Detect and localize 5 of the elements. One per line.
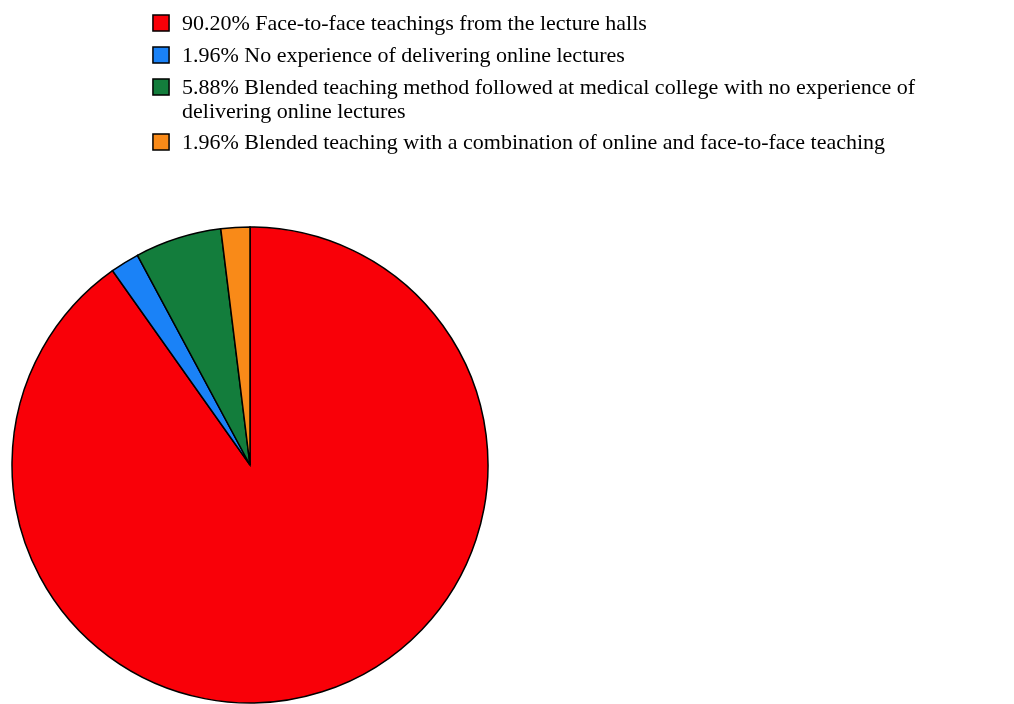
legend-label: 5.88% Blended teaching method followed at medical college with no experience of delivering online lectures [182,74,916,123]
pie-slice [11,226,489,704]
legend-label: 90.20% Face-to-face teachings from the lecture halls [182,10,647,35]
legend-label: 1.96% Blended teaching with a combination of online and face-to-face teaching [182,129,886,154]
legend-label: 1.96% No experience of delivering online lectures [182,42,625,67]
